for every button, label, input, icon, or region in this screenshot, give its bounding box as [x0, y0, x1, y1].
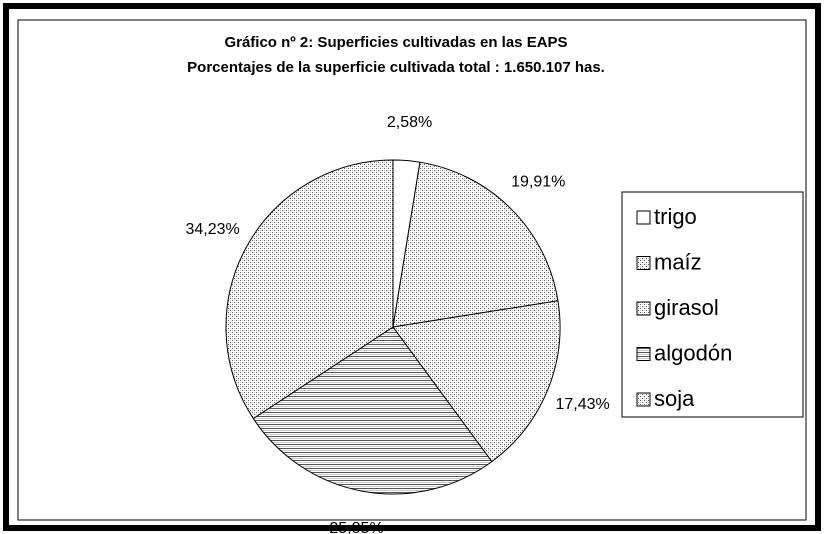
- legend-label: soja: [654, 386, 695, 411]
- legend-swatch: [636, 256, 651, 270]
- data-label: 34,23%: [186, 221, 240, 238]
- legend-label: algodón: [654, 340, 732, 365]
- legend-swatch: [636, 347, 651, 361]
- legend-box: [621, 191, 804, 418]
- legend-swatch: [636, 301, 651, 316]
- pie-slice: [225, 159, 394, 420]
- data-label: 19,91%: [511, 174, 565, 191]
- pie-slice: [392, 300, 561, 463]
- legend-label: maíz: [654, 249, 702, 274]
- pie-slice: [252, 326, 493, 495]
- legend-swatch: [636, 392, 651, 407]
- data-label: 25,85%: [329, 520, 383, 534]
- legend-swatch: [636, 210, 651, 225]
- chart-subtitle: Porcentajes de la superficie cultivada t…: [187, 59, 605, 76]
- legend-label: trigo: [654, 204, 697, 229]
- legend-label: girasol: [654, 295, 719, 320]
- pie-slice: [392, 161, 559, 328]
- chart-title: Gráfico nº 2: Superficies cultivadas en …: [224, 34, 567, 51]
- data-label: 17,43%: [555, 396, 609, 413]
- data-label: 2,58%: [387, 114, 432, 131]
